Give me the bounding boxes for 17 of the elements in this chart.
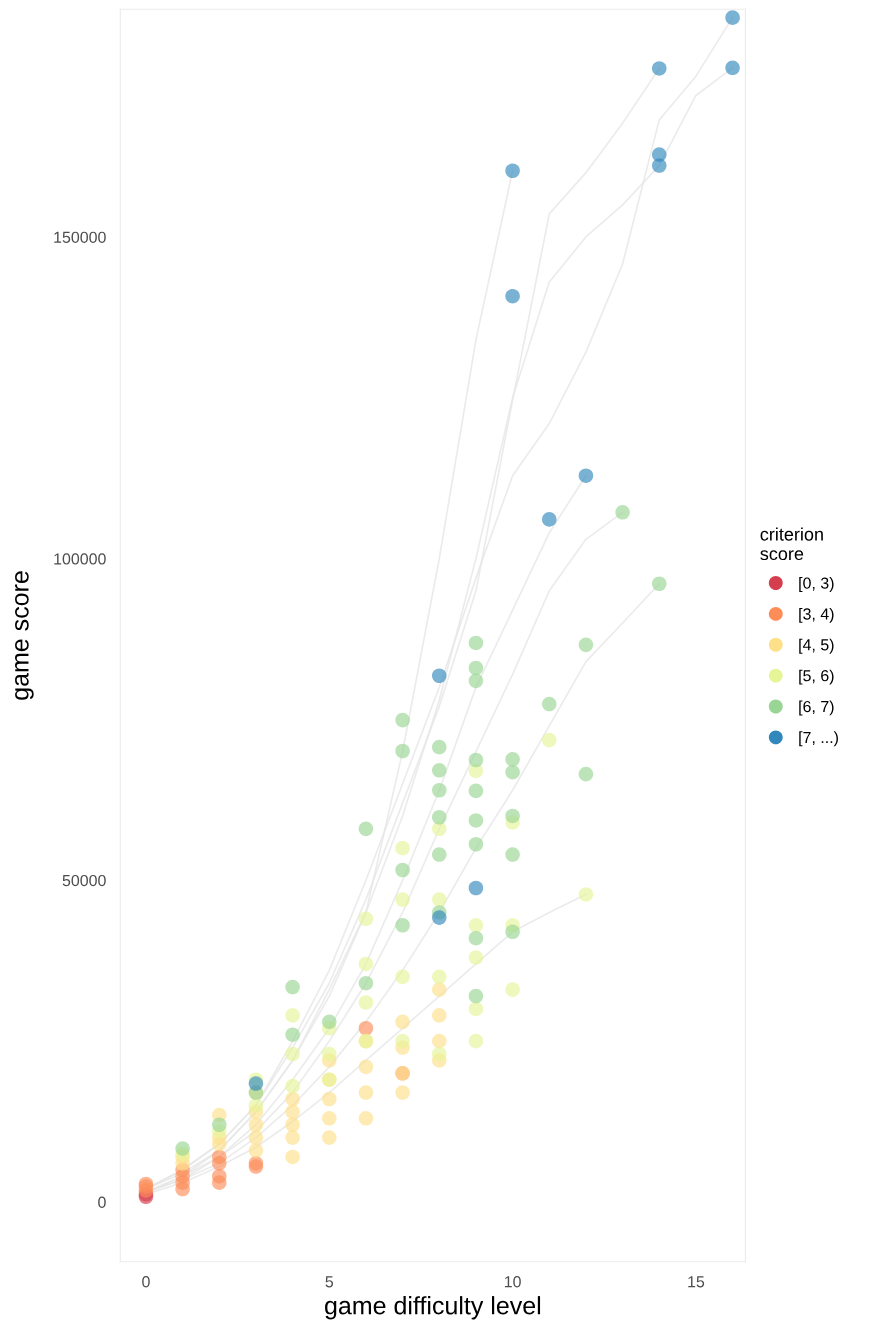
legend-label: [4, 5) [799,638,834,654]
y-tick-label: 50000 [62,874,106,887]
legend-label: [6, 7) [799,700,834,716]
y-tick-label: 150000 [54,231,106,243]
legend-label: [0, 3) [799,577,834,592]
x-tick-label: 10 [504,1276,521,1288]
x-tick-label: 15 [688,1276,705,1288]
y-tick-label: 100000 [54,553,106,565]
y-axis-title: game score [15,571,34,700]
legend-label: [5, 6) [799,669,834,685]
x-tick-label: 0 [142,1276,150,1288]
legend-title: criterion score [760,527,823,561]
y-tick-label: 0 [98,1196,106,1208]
x-axis-title: game difficulty level [325,1296,541,1320]
legend-label: [3, 4) [799,607,834,623]
legend-label: [7, ...) [799,731,838,747]
x-tick-label: 5 [325,1276,334,1288]
